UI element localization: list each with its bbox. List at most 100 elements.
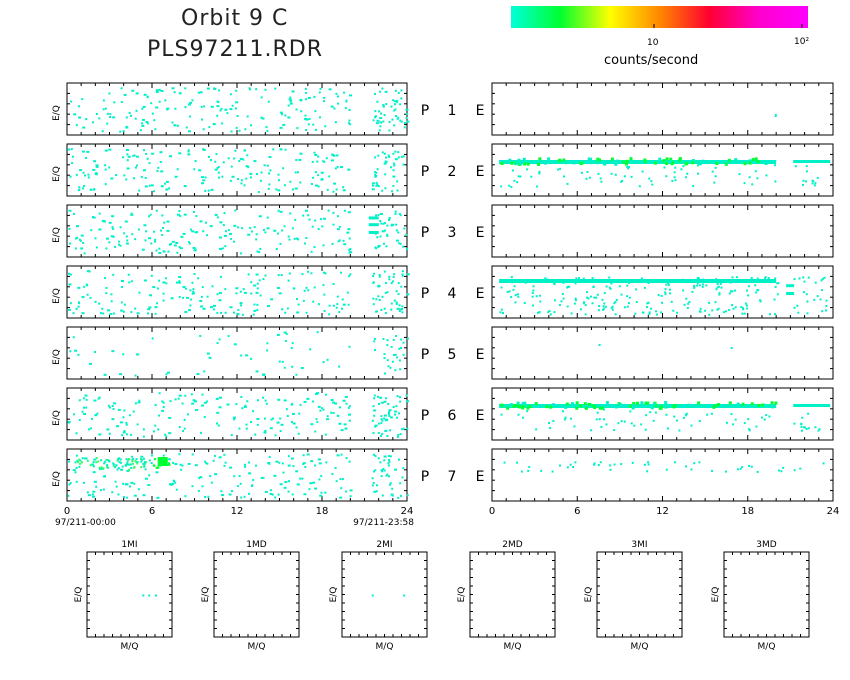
data-cell (155, 89, 159, 92)
data-cell (319, 87, 322, 90)
data-cell (602, 161, 606, 165)
data-cell (613, 302, 616, 305)
right-panel-6 (491, 387, 834, 441)
data-cell (381, 494, 384, 497)
data-cell (122, 353, 125, 356)
data-cell (192, 292, 195, 295)
data-cell (220, 107, 223, 110)
data-cell (374, 455, 377, 458)
data-cell (95, 461, 98, 464)
data-cell (748, 428, 751, 431)
mq-border (723, 551, 810, 638)
data-cell (157, 466, 160, 469)
data-cell (399, 400, 402, 403)
data-cell (98, 212, 101, 215)
data-cell (377, 295, 380, 298)
data-cell (547, 157, 551, 161)
data-cell (224, 108, 228, 111)
data-cell (500, 308, 503, 311)
data-cell (767, 277, 770, 280)
data-cell (314, 110, 317, 113)
data-cell (562, 281, 565, 284)
data-cell (521, 404, 525, 408)
data-cell (644, 428, 647, 431)
data-cell (103, 462, 106, 465)
data-cell (210, 105, 214, 108)
data-cell (544, 161, 548, 165)
data-cell (773, 164, 776, 167)
data-cell (229, 306, 233, 309)
data-cell (643, 158, 647, 162)
data-cell (516, 461, 519, 464)
data-cell (654, 411, 657, 414)
data-cell (127, 459, 130, 462)
data-cell (620, 180, 623, 183)
data-cell (825, 299, 828, 302)
data-cell (299, 181, 302, 184)
data-cell (346, 231, 350, 234)
data-cell (126, 153, 129, 156)
data-cell (673, 176, 676, 179)
data-cell (621, 180, 624, 183)
data-cell (376, 183, 379, 186)
data-cell (162, 292, 165, 295)
data-cell (768, 313, 771, 316)
data-cell (237, 308, 240, 311)
data-cell (506, 290, 509, 293)
data-cell (563, 175, 566, 178)
data-cell (823, 276, 826, 279)
data-cell (158, 100, 161, 103)
data-cell (134, 238, 137, 241)
page-title-line2: PLS97211.RDR (147, 37, 323, 62)
data-cell (95, 457, 98, 460)
data-cell (255, 233, 258, 236)
data-cell (296, 483, 300, 486)
data-cell (399, 103, 402, 106)
data-cell (267, 187, 270, 190)
data-cell (218, 396, 222, 399)
mq-xlabel: M/Q (631, 642, 649, 652)
data-cell (372, 119, 375, 122)
data-cell (818, 428, 821, 431)
data-cell (189, 304, 192, 307)
data-cell (588, 159, 592, 163)
data-cell (184, 287, 187, 290)
data-cell (140, 458, 143, 461)
data-cell (396, 416, 399, 419)
left-ylabel: E/Q (52, 410, 62, 426)
data-cell (528, 465, 531, 468)
data-cell (605, 401, 609, 405)
data-cell (248, 461, 251, 464)
data-cell (141, 107, 144, 110)
data-cell (219, 247, 223, 250)
data-cell (338, 311, 341, 314)
data-cell (292, 465, 295, 468)
data-cell (373, 490, 377, 493)
data-cell (698, 461, 701, 464)
data-cell (348, 275, 351, 278)
data-cell (145, 121, 149, 124)
data-cell (513, 285, 516, 288)
data-cell (387, 219, 390, 222)
data-cell (397, 92, 400, 95)
data-cell (281, 308, 284, 311)
data-cell (285, 333, 288, 336)
data-cell (731, 290, 734, 293)
data-cell (74, 247, 77, 250)
data-cell (255, 273, 259, 276)
row-label-p: P (421, 469, 429, 485)
mq-border (341, 551, 428, 638)
data-cell (398, 396, 401, 399)
data-cell (763, 418, 766, 421)
data-cell (628, 281, 631, 284)
data-cell (685, 413, 688, 416)
data-cell (187, 130, 191, 133)
data-cell (315, 128, 318, 131)
data-cell (244, 465, 247, 468)
data-cell (398, 242, 401, 245)
data-cell (283, 486, 287, 489)
data-cell (201, 182, 205, 185)
data-cell (102, 99, 105, 102)
data-cell (278, 360, 281, 363)
data-cell (206, 234, 209, 237)
